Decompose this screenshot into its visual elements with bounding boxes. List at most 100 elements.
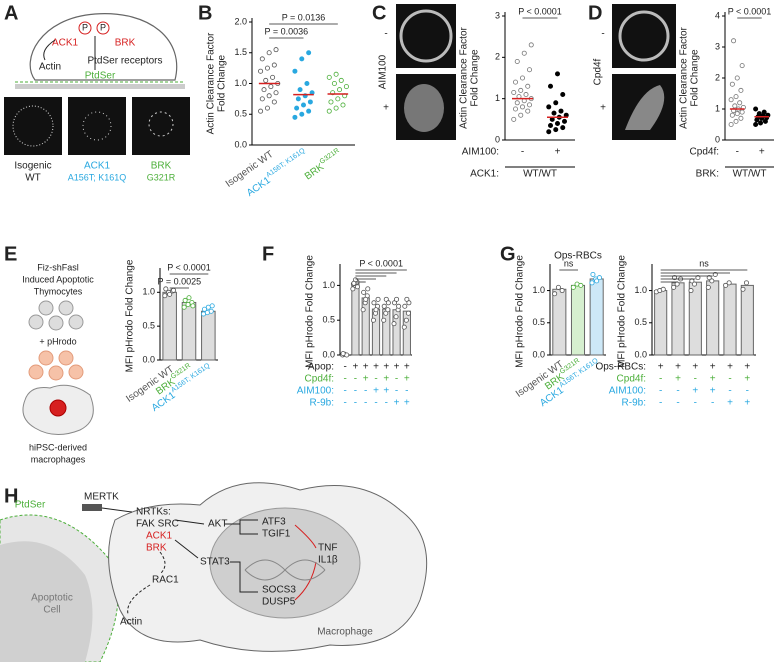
label: AKT [208, 519, 227, 530]
data-point [306, 108, 312, 114]
row-sign: + [727, 362, 733, 373]
data-point [527, 67, 533, 73]
data-point [271, 99, 277, 105]
data-point [728, 122, 734, 128]
y-tick-label: 3 [495, 10, 500, 20]
bar [402, 310, 411, 356]
data-point [546, 104, 552, 110]
data-point [370, 317, 376, 323]
image-label: A156T; K161Q [68, 172, 127, 182]
significance-label: P = 0.0025 [158, 276, 202, 286]
cell-signal [148, 111, 174, 137]
data-point [343, 84, 349, 90]
row-sign: + [404, 398, 410, 409]
row-sign: - [736, 147, 739, 158]
row-sign: - [343, 398, 346, 409]
image-label: Cpd4f [593, 58, 604, 85]
row-sign: + [744, 398, 750, 409]
row-sign: - [354, 398, 357, 409]
data-point [351, 280, 357, 286]
significance-label: ns [564, 258, 574, 268]
panel-letter: D [588, 2, 602, 24]
arrows [101, 507, 326, 615]
y-tick-label: 0.0 [322, 349, 335, 359]
label: NRTKs: [136, 507, 171, 518]
bar [688, 281, 702, 356]
row-label: Cpd4f: [617, 374, 646, 385]
data-point [733, 118, 739, 124]
cell-signal [404, 84, 444, 132]
data-point [273, 90, 279, 96]
data-point [297, 87, 303, 93]
data-point [761, 109, 767, 115]
data-point [385, 307, 391, 313]
bar [371, 308, 381, 356]
data-point [263, 77, 269, 83]
data-point [354, 284, 360, 290]
data-point [264, 65, 270, 71]
data-point [551, 110, 557, 116]
data-point [391, 321, 397, 327]
data-point [553, 100, 559, 106]
data-point [270, 74, 276, 80]
data-point [299, 56, 305, 62]
data-point [304, 81, 310, 87]
label: PtdSer receptors [87, 56, 162, 67]
x-tick-label: ACK1A156T; K161Q [244, 147, 310, 198]
label: + pHrodo [39, 336, 76, 346]
data-point [733, 94, 739, 100]
data-point [729, 112, 735, 118]
data-point [739, 63, 745, 69]
receptor [82, 504, 102, 511]
bar [671, 282, 685, 356]
y-tick-label: 3 [715, 41, 720, 51]
data-point [190, 303, 196, 309]
data-point [513, 106, 519, 112]
data-point [306, 50, 312, 56]
y-tick-label: 1.0 [234, 78, 247, 88]
y-tick-label: 2.0 [234, 16, 247, 26]
label: Thymocytes [34, 286, 83, 296]
label: RAC1 [152, 575, 179, 586]
data-point [548, 83, 554, 89]
y-tick-label: 2 [495, 52, 500, 62]
cell-outline [29, 13, 178, 81]
bar [723, 283, 737, 356]
panel-letter: B [198, 2, 212, 24]
row-label: Cpd4f: [305, 374, 334, 385]
data-point [186, 295, 192, 301]
chart-title: Ops-RBCs [554, 251, 602, 262]
data-point [268, 84, 274, 90]
y-tick-label: 1 [495, 93, 500, 103]
label: SOCS3 [262, 585, 296, 596]
label: Macrophage [317, 627, 373, 638]
data-point [743, 280, 749, 286]
y-tick-label: 1.0 [142, 287, 155, 297]
y-tick-label: 0 [715, 134, 720, 144]
panel-letter: H [4, 485, 18, 507]
data-point [167, 291, 173, 297]
row-sign: - [659, 374, 662, 385]
row-label: R-9b: [310, 398, 334, 409]
row-sign: - [354, 374, 357, 385]
phagosome [49, 399, 67, 417]
data-point [548, 123, 554, 129]
data-point [705, 284, 711, 290]
data-point [594, 278, 600, 284]
label: MERTK [84, 492, 119, 503]
image-label: G321R [147, 172, 176, 182]
label: TNF [318, 543, 337, 554]
data-point [523, 92, 529, 98]
label: hiPSC-derived [29, 442, 87, 452]
arrow [43, 39, 56, 61]
y-tick-label: 0.5 [234, 109, 247, 119]
micrograph [68, 97, 126, 155]
data-point [273, 47, 279, 53]
label: P [100, 22, 106, 32]
data-point [333, 105, 339, 111]
significance-label: P < 0.0001 [359, 258, 403, 268]
panel-letter: F [262, 243, 274, 265]
data-point [185, 301, 191, 307]
bar [552, 288, 567, 356]
